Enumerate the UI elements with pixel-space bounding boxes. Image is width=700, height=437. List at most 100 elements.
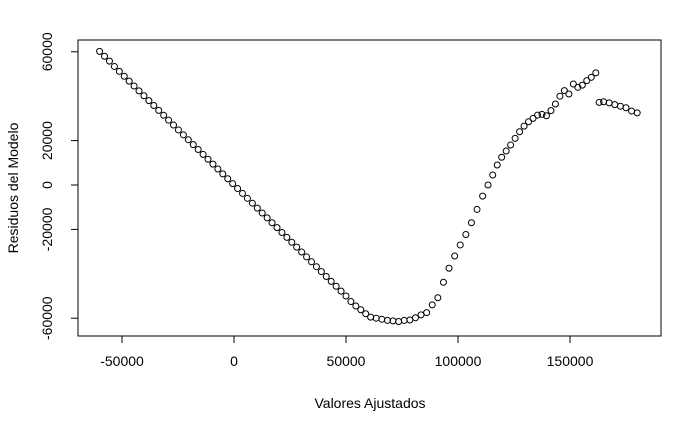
point <box>288 238 296 246</box>
y-tick-label: 0 <box>39 181 55 189</box>
point <box>327 277 335 285</box>
point <box>248 199 256 207</box>
point <box>105 57 113 65</box>
point <box>214 165 222 173</box>
point <box>352 302 360 310</box>
point <box>96 47 104 55</box>
plot-box <box>77 39 662 337</box>
point <box>263 214 271 222</box>
point <box>565 90 573 98</box>
point <box>378 315 386 323</box>
point <box>165 116 173 124</box>
point <box>587 73 595 81</box>
y-axis-label: Residuos del Modelo <box>5 122 21 253</box>
point <box>140 92 148 100</box>
point <box>400 316 408 324</box>
point <box>224 175 232 183</box>
point <box>484 181 492 189</box>
point <box>179 131 187 139</box>
point <box>357 306 365 314</box>
point <box>155 106 163 114</box>
point <box>417 311 425 319</box>
point <box>337 287 345 295</box>
x-tick-label: 150000 <box>547 353 594 369</box>
point <box>135 87 143 95</box>
point <box>611 101 619 109</box>
point <box>516 128 524 136</box>
point <box>383 316 391 324</box>
point <box>150 102 158 110</box>
point <box>110 62 118 70</box>
point <box>293 243 301 251</box>
point <box>209 160 217 168</box>
x-tick-label: 50000 <box>327 353 366 369</box>
y-tick-label: 20000 <box>39 121 55 160</box>
point <box>258 209 266 217</box>
point <box>342 292 350 300</box>
point <box>367 313 375 321</box>
point <box>317 268 325 276</box>
point <box>428 301 436 309</box>
point <box>199 150 207 158</box>
point <box>303 253 311 261</box>
point <box>115 67 123 75</box>
point <box>130 82 138 90</box>
point <box>616 102 624 110</box>
point <box>479 192 487 200</box>
point <box>451 252 459 260</box>
point <box>600 98 608 106</box>
point <box>434 294 442 302</box>
point <box>347 298 355 306</box>
point <box>283 233 291 241</box>
point <box>308 258 316 266</box>
point <box>125 77 133 85</box>
point <box>243 194 251 202</box>
point <box>605 99 613 107</box>
point <box>456 241 464 249</box>
y-tick-label: -20000 <box>39 207 55 251</box>
point <box>145 97 153 105</box>
point <box>622 104 630 112</box>
x-tick-label: 0 <box>230 353 238 369</box>
point <box>332 282 340 290</box>
point <box>423 309 431 317</box>
point <box>372 314 380 322</box>
point <box>462 231 470 239</box>
point <box>439 278 447 286</box>
point <box>525 118 533 126</box>
point <box>502 147 510 155</box>
point <box>569 80 577 88</box>
point <box>511 134 519 142</box>
point <box>473 205 481 213</box>
point <box>595 98 603 106</box>
y-tick-label: 60000 <box>39 32 55 71</box>
point <box>507 141 515 149</box>
point <box>445 264 453 272</box>
point <box>547 107 555 115</box>
point <box>538 110 546 118</box>
y-tick-label: -60000 <box>39 296 55 340</box>
point <box>120 72 128 80</box>
point <box>628 107 636 115</box>
x-tick-label: 100000 <box>435 353 482 369</box>
point <box>268 219 276 227</box>
point <box>578 81 586 89</box>
point <box>174 126 182 134</box>
point <box>253 204 261 212</box>
point <box>556 92 564 100</box>
point <box>633 109 641 117</box>
point <box>489 171 497 179</box>
point <box>493 161 501 169</box>
point <box>312 263 320 271</box>
point <box>583 77 591 85</box>
point <box>529 114 537 122</box>
point <box>542 112 550 120</box>
point <box>520 122 528 130</box>
point <box>362 310 370 318</box>
point <box>170 121 178 129</box>
point <box>406 316 414 324</box>
point <box>194 145 202 153</box>
point <box>101 52 109 60</box>
point <box>411 314 419 322</box>
point <box>189 141 197 149</box>
